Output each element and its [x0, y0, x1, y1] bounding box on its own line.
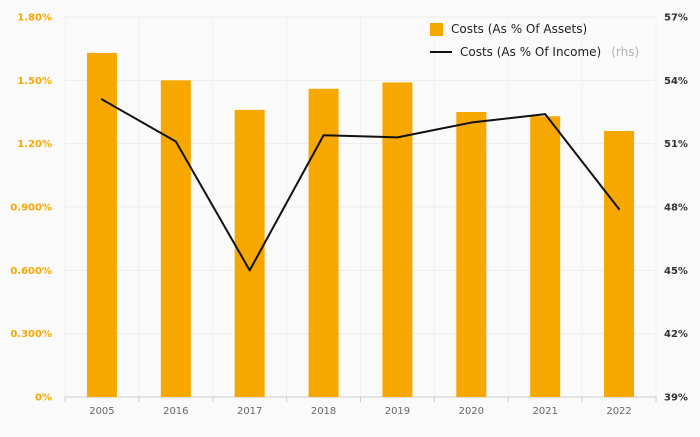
- x-axis-tick: 2019: [385, 406, 410, 417]
- x-axis-labels: 2005 2016 2017 2018 2019 2020 2021 2022: [89, 406, 632, 417]
- right-axis-tick: 45%: [664, 266, 688, 277]
- x-axis-tick: 2017: [237, 406, 262, 417]
- bar: [160, 80, 191, 397]
- left-axis-tick: 1.20%: [17, 139, 52, 150]
- legend-item-income: Costs (As % Of Income) (rhs): [430, 45, 639, 59]
- bar-series: [86, 52, 635, 398]
- left-axis-tick: 0%: [35, 393, 52, 404]
- x-axis-tick: 2022: [606, 406, 631, 417]
- x-axis-tick: 2005: [89, 406, 114, 417]
- left-axis-tick: 0.300%: [10, 329, 52, 340]
- right-axis-tick: 57%: [664, 13, 688, 24]
- chart-legend: Costs (As % Of Assets) Costs (As % Of In…: [430, 22, 639, 59]
- legend-item-assets: Costs (As % Of Assets): [430, 22, 639, 36]
- bar: [382, 82, 413, 397]
- right-axis-tick: 48%: [664, 203, 688, 214]
- right-axis-tick: 54%: [664, 76, 688, 87]
- right-axis-tick: 39%: [664, 393, 688, 404]
- x-axis-tick: 2020: [459, 406, 484, 417]
- bar: [86, 52, 117, 398]
- legend-label-assets: Costs (As % Of Assets): [451, 22, 588, 36]
- legend-label-income: Costs (As % Of Income): [460, 45, 602, 59]
- line-series: [100, 98, 621, 272]
- x-axis-tick: 2016: [163, 406, 188, 417]
- left-axis-tick: 1.80%: [17, 13, 52, 24]
- line-series-swatch: [430, 51, 452, 53]
- right-axis-labels: 57% 54% 51% 48% 45% 42% 39%: [664, 13, 688, 404]
- left-axis-labels: 1.80% 1.50% 1.20% 0.900% 0.600% 0.300% 0%: [10, 13, 52, 404]
- right-axis-tick: 51%: [664, 139, 688, 150]
- bar: [456, 112, 487, 397]
- x-axis-tick: 2018: [311, 406, 336, 417]
- left-axis-tick: 0.900%: [10, 203, 52, 214]
- vertical-gridlines: [64, 17, 657, 402]
- left-axis-tick: 1.50%: [17, 76, 52, 87]
- bar-series-swatch: [430, 22, 443, 36]
- left-axis-tick: 0.600%: [10, 266, 52, 277]
- bar: [308, 88, 339, 398]
- bar: [604, 131, 635, 397]
- bar: [530, 116, 561, 397]
- line: [100, 98, 621, 272]
- x-axis-tick: 2021: [532, 406, 557, 417]
- legend-label-rhs: (rhs): [611, 45, 640, 59]
- right-axis-tick: 42%: [664, 329, 688, 340]
